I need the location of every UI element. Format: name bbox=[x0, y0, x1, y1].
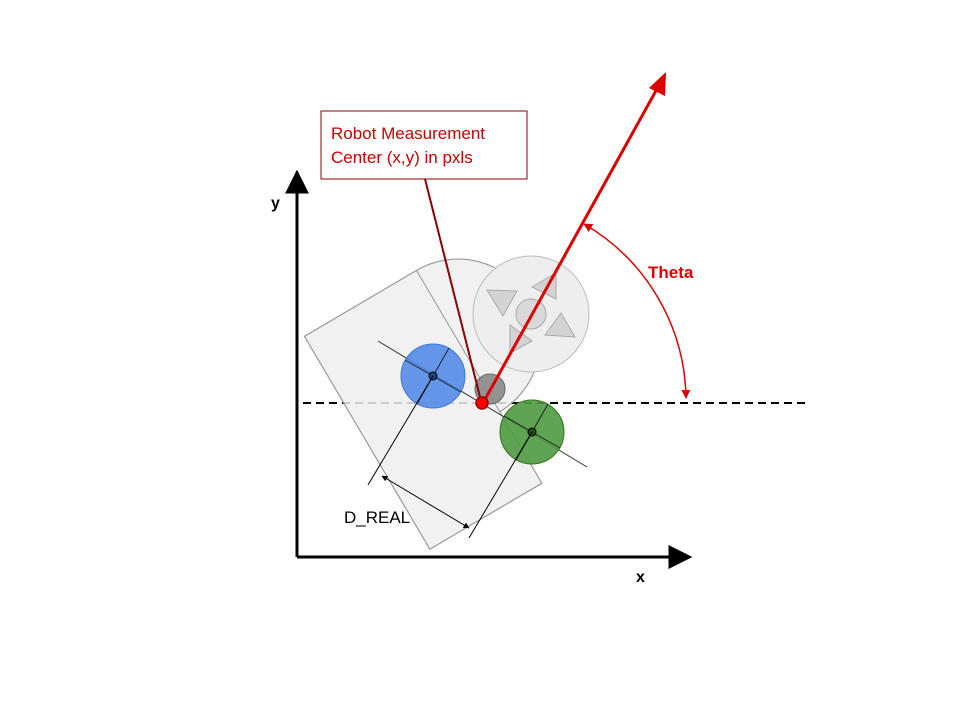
x-axis-label: x bbox=[636, 569, 645, 586]
measurement-center-point bbox=[475, 396, 489, 410]
theta-angle: Theta bbox=[583, 223, 694, 399]
heading-vector-arrowhead bbox=[649, 72, 666, 96]
dimension-extension-right bbox=[468, 431, 533, 539]
axes: y x bbox=[271, 169, 693, 586]
measurement-center-callout: Robot Measurement Center (x,y) in pxls bbox=[320, 110, 528, 398]
callout-line-2: Center (x,y) in pxls bbox=[331, 148, 473, 167]
theta-label: Theta bbox=[648, 263, 694, 282]
callout-line-1: Robot Measurement bbox=[331, 124, 485, 143]
d-real-dimension: D_REAL bbox=[344, 375, 533, 539]
dimension-extension-left bbox=[367, 375, 434, 486]
heading-vector bbox=[481, 77, 665, 404]
theta-arc bbox=[583, 223, 691, 399]
d-real-label: D_REAL bbox=[344, 508, 410, 527]
dimension-arrow bbox=[381, 475, 470, 529]
callout-pointer bbox=[424, 178, 481, 398]
callout-box bbox=[320, 110, 528, 180]
y-axis-label: y bbox=[271, 195, 280, 212]
